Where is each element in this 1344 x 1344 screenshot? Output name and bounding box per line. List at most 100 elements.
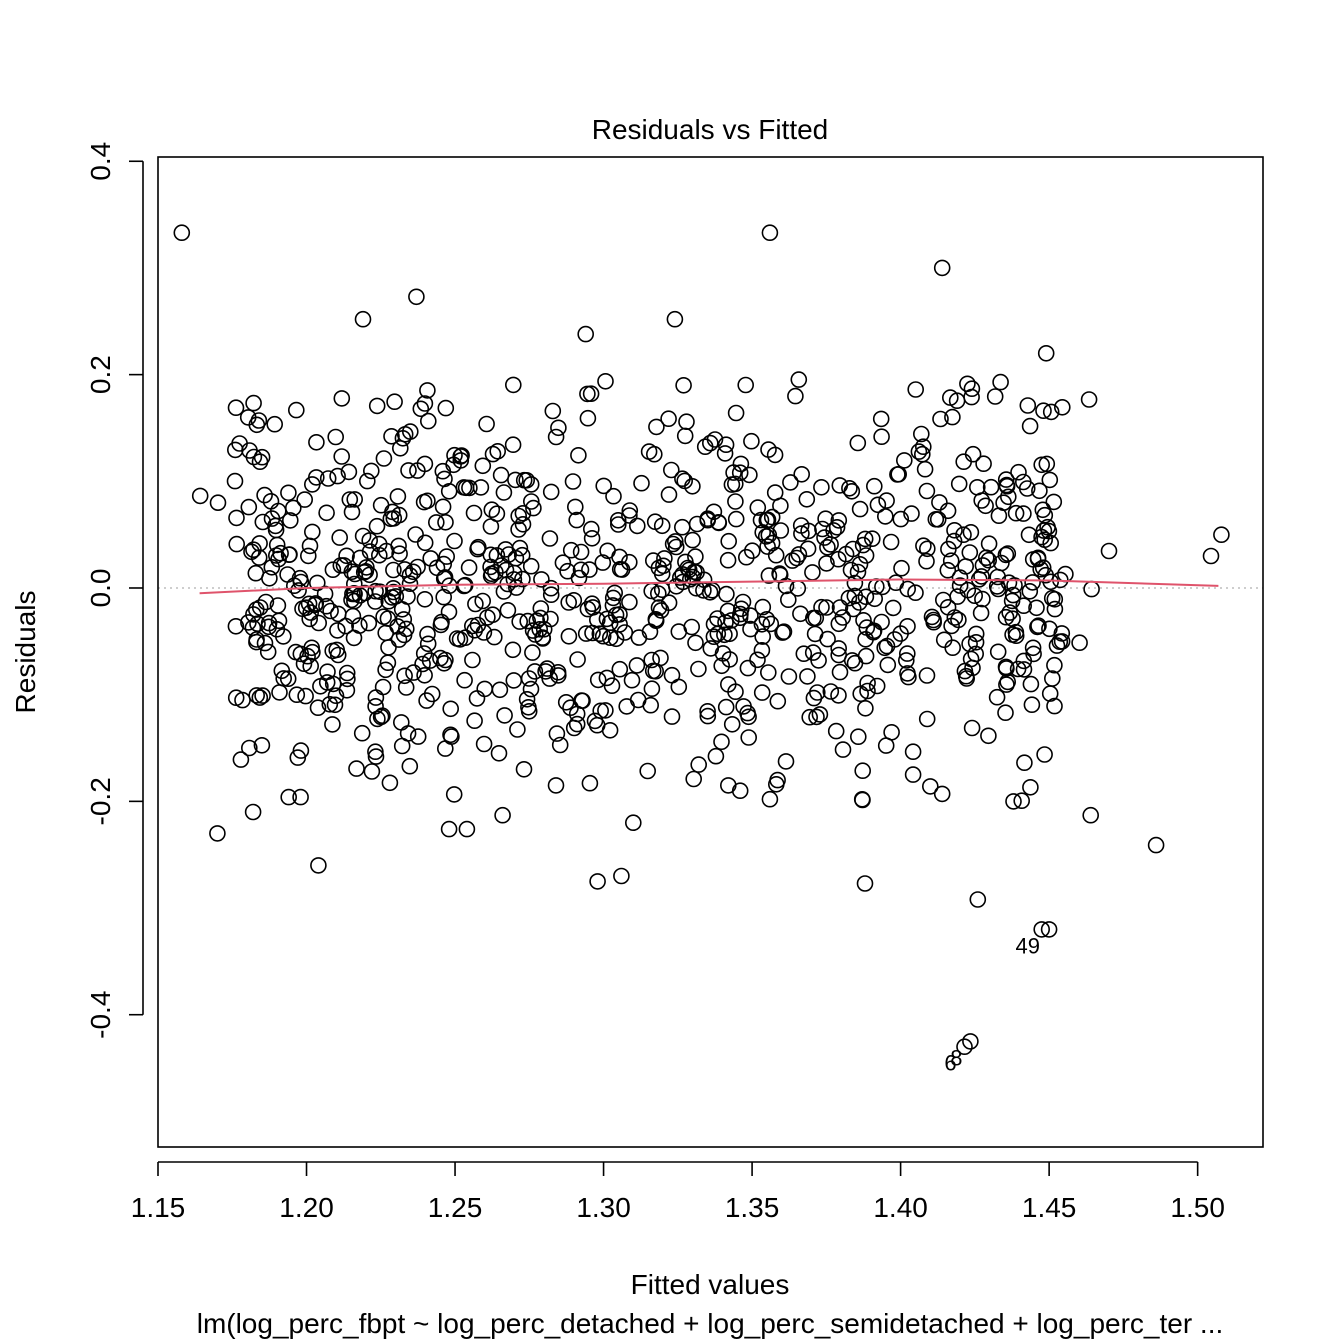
data-point — [892, 510, 910, 528]
data-point — [857, 547, 875, 564]
data-point — [944, 408, 961, 426]
data-point — [368, 397, 386, 415]
model-formula-caption: lm(log_perc_fbpt ~ log_perc_detached + l… — [197, 1308, 1224, 1339]
data-point — [302, 604, 320, 621]
data-point — [1037, 344, 1055, 362]
data-point — [808, 708, 825, 726]
data-point — [650, 599, 668, 616]
data-point — [795, 645, 813, 663]
data-point — [390, 537, 407, 555]
data-point — [259, 643, 277, 661]
data-point — [375, 450, 393, 467]
data-point — [367, 582, 384, 600]
data-point — [681, 570, 699, 588]
data-point — [465, 504, 483, 522]
data-point — [719, 777, 737, 794]
x-tick-label: 1.50 — [1170, 1192, 1225, 1223]
data-point — [248, 631, 265, 648]
data-point — [532, 600, 550, 617]
data-point — [522, 557, 540, 575]
data-point — [743, 542, 761, 560]
x-tick-label: 1.15 — [131, 1192, 186, 1223]
data-point — [621, 502, 639, 519]
data-point — [319, 470, 337, 487]
data-point — [1020, 526, 1038, 544]
data-point — [487, 563, 504, 581]
data-point — [274, 628, 292, 645]
data-point — [474, 592, 492, 610]
data-point — [437, 513, 454, 531]
data-point — [452, 448, 470, 465]
data-point — [301, 537, 319, 555]
data-point — [935, 631, 953, 649]
data-point — [737, 376, 755, 394]
data-point — [513, 546, 531, 564]
data-point — [822, 536, 839, 553]
data-point — [316, 585, 334, 603]
data-point — [807, 609, 825, 627]
data-point — [400, 462, 417, 479]
data-point — [339, 670, 356, 688]
data-point — [416, 395, 434, 412]
data-point — [843, 482, 861, 500]
data-point — [663, 708, 681, 725]
data-point — [699, 511, 717, 529]
data-point — [386, 393, 403, 411]
data-point — [209, 494, 227, 512]
data-point — [442, 700, 460, 718]
data-point — [685, 770, 703, 788]
data-point — [419, 625, 436, 643]
data-point — [933, 785, 951, 803]
data-point — [873, 613, 890, 631]
data-point — [515, 760, 533, 778]
data-point — [621, 507, 638, 524]
data-point — [568, 715, 586, 733]
data-point — [813, 478, 830, 496]
data-point — [331, 529, 349, 546]
data-point — [758, 610, 776, 628]
data-point — [374, 678, 392, 696]
data-point — [767, 546, 785, 564]
data-point — [308, 433, 325, 451]
data-point — [872, 410, 890, 428]
data-point — [1025, 645, 1042, 663]
data-point — [609, 516, 627, 533]
data-point — [510, 521, 527, 538]
data-point — [782, 474, 799, 491]
data-point — [761, 790, 779, 808]
data-point — [423, 685, 441, 703]
data-point — [1034, 559, 1052, 577]
data-point — [607, 630, 625, 648]
data-point — [582, 385, 600, 403]
data-point — [472, 479, 490, 496]
data-point — [564, 473, 582, 490]
lowess-smoother-line — [199, 578, 1219, 595]
data-point — [663, 666, 681, 684]
data-point — [288, 686, 306, 704]
data-point — [1022, 675, 1040, 693]
data-point — [893, 559, 910, 577]
data-point — [228, 509, 245, 527]
data-point — [456, 671, 473, 689]
data-point — [986, 388, 1004, 405]
data-point — [683, 618, 701, 636]
data-point — [648, 418, 665, 436]
data-point — [829, 550, 847, 568]
data-point — [982, 478, 1000, 496]
data-point — [967, 633, 985, 651]
data-point — [1007, 623, 1025, 641]
data-point — [228, 535, 245, 553]
data-point — [995, 494, 1012, 512]
data-point — [997, 546, 1015, 564]
data-point — [684, 531, 701, 549]
data-point — [345, 575, 363, 593]
data-point — [811, 706, 829, 723]
data-point — [440, 603, 458, 621]
data-point — [367, 743, 384, 761]
data-point — [1045, 493, 1063, 511]
data-point — [727, 493, 744, 510]
data-point — [740, 729, 758, 746]
data-point — [611, 548, 628, 566]
data-point — [542, 586, 560, 604]
data-point — [497, 561, 515, 579]
